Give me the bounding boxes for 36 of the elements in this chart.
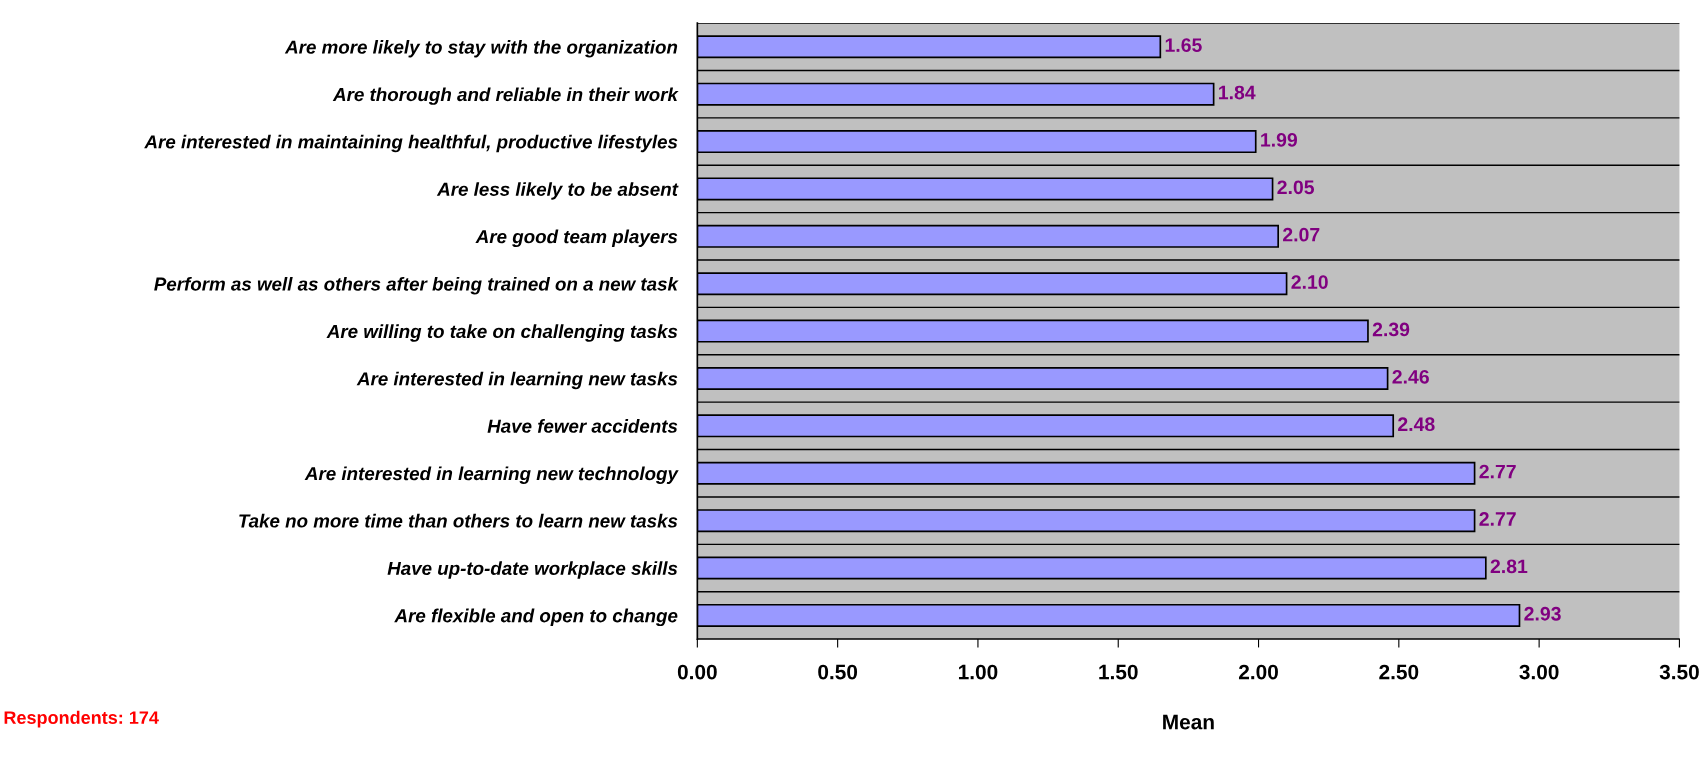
text: Respondents: 174 <box>4 710 159 728</box>
y-tick-label: Take no more time than others to learn new tasks <box>239 513 678 528</box>
y-tick-label: Are flexible and open to change <box>394 608 678 627</box>
data-label: 2.81 <box>1490 559 1528 574</box>
y-tick-label: Are good team players <box>475 229 678 248</box>
x-tick-label: 2.00 <box>1238 664 1278 680</box>
y-tick-label: Are interested in learning new technology <box>304 466 679 484</box>
data-label: 2.46 <box>1392 369 1429 384</box>
data-label: 2.05 <box>1277 180 1315 195</box>
y-tick-label: Are willing to take on challenging tasks <box>326 324 678 342</box>
data-label: 2.77 <box>1479 464 1516 479</box>
y-tick-label: Are interested in maintaining healthful, productive lifestyles <box>144 134 678 153</box>
x-tick-label: 2.50 <box>1379 664 1419 680</box>
data-label: 2.10 <box>1291 275 1328 289</box>
data-label: 1.99 <box>1261 133 1298 147</box>
data-label: 2.77 <box>1479 512 1516 526</box>
y-tick-label: Have fewer accidents <box>487 419 678 433</box>
data-label: 2.93 <box>1524 606 1561 621</box>
x-tick-label: 0.00 <box>677 664 717 680</box>
x-tick-label: 1.50 <box>1099 664 1138 680</box>
x-tick-label: 3.00 <box>1519 664 1559 680</box>
x-tick-label: 0.50 <box>818 664 858 680</box>
y-tick-label: Are more likely to stay with the organization <box>284 40 678 58</box>
data-label: 2.07 <box>1283 227 1320 242</box>
data-label: 1.84 <box>1219 85 1256 100</box>
y-tick-label: Are less likely to be absent <box>436 182 679 200</box>
x-tick-label: 3.50 <box>1659 664 1699 680</box>
data-label: 1.65 <box>1165 38 1202 53</box>
x-axis-title: Mean <box>1163 714 1214 730</box>
x-tick-label: 1.00 <box>958 664 998 680</box>
data-label: 2.48 <box>1398 417 1435 432</box>
y-tick-label: Are thorough and reliable in their work <box>332 87 679 105</box>
y-tick-label: Have up-to-date workplace skills <box>387 561 678 579</box>
data-label: 2.39 <box>1372 322 1410 337</box>
y-tick-label: Are interested in learning new tasks <box>356 371 678 390</box>
y-tick-label: Perform as well as others after being trained on a new task <box>154 276 679 295</box>
